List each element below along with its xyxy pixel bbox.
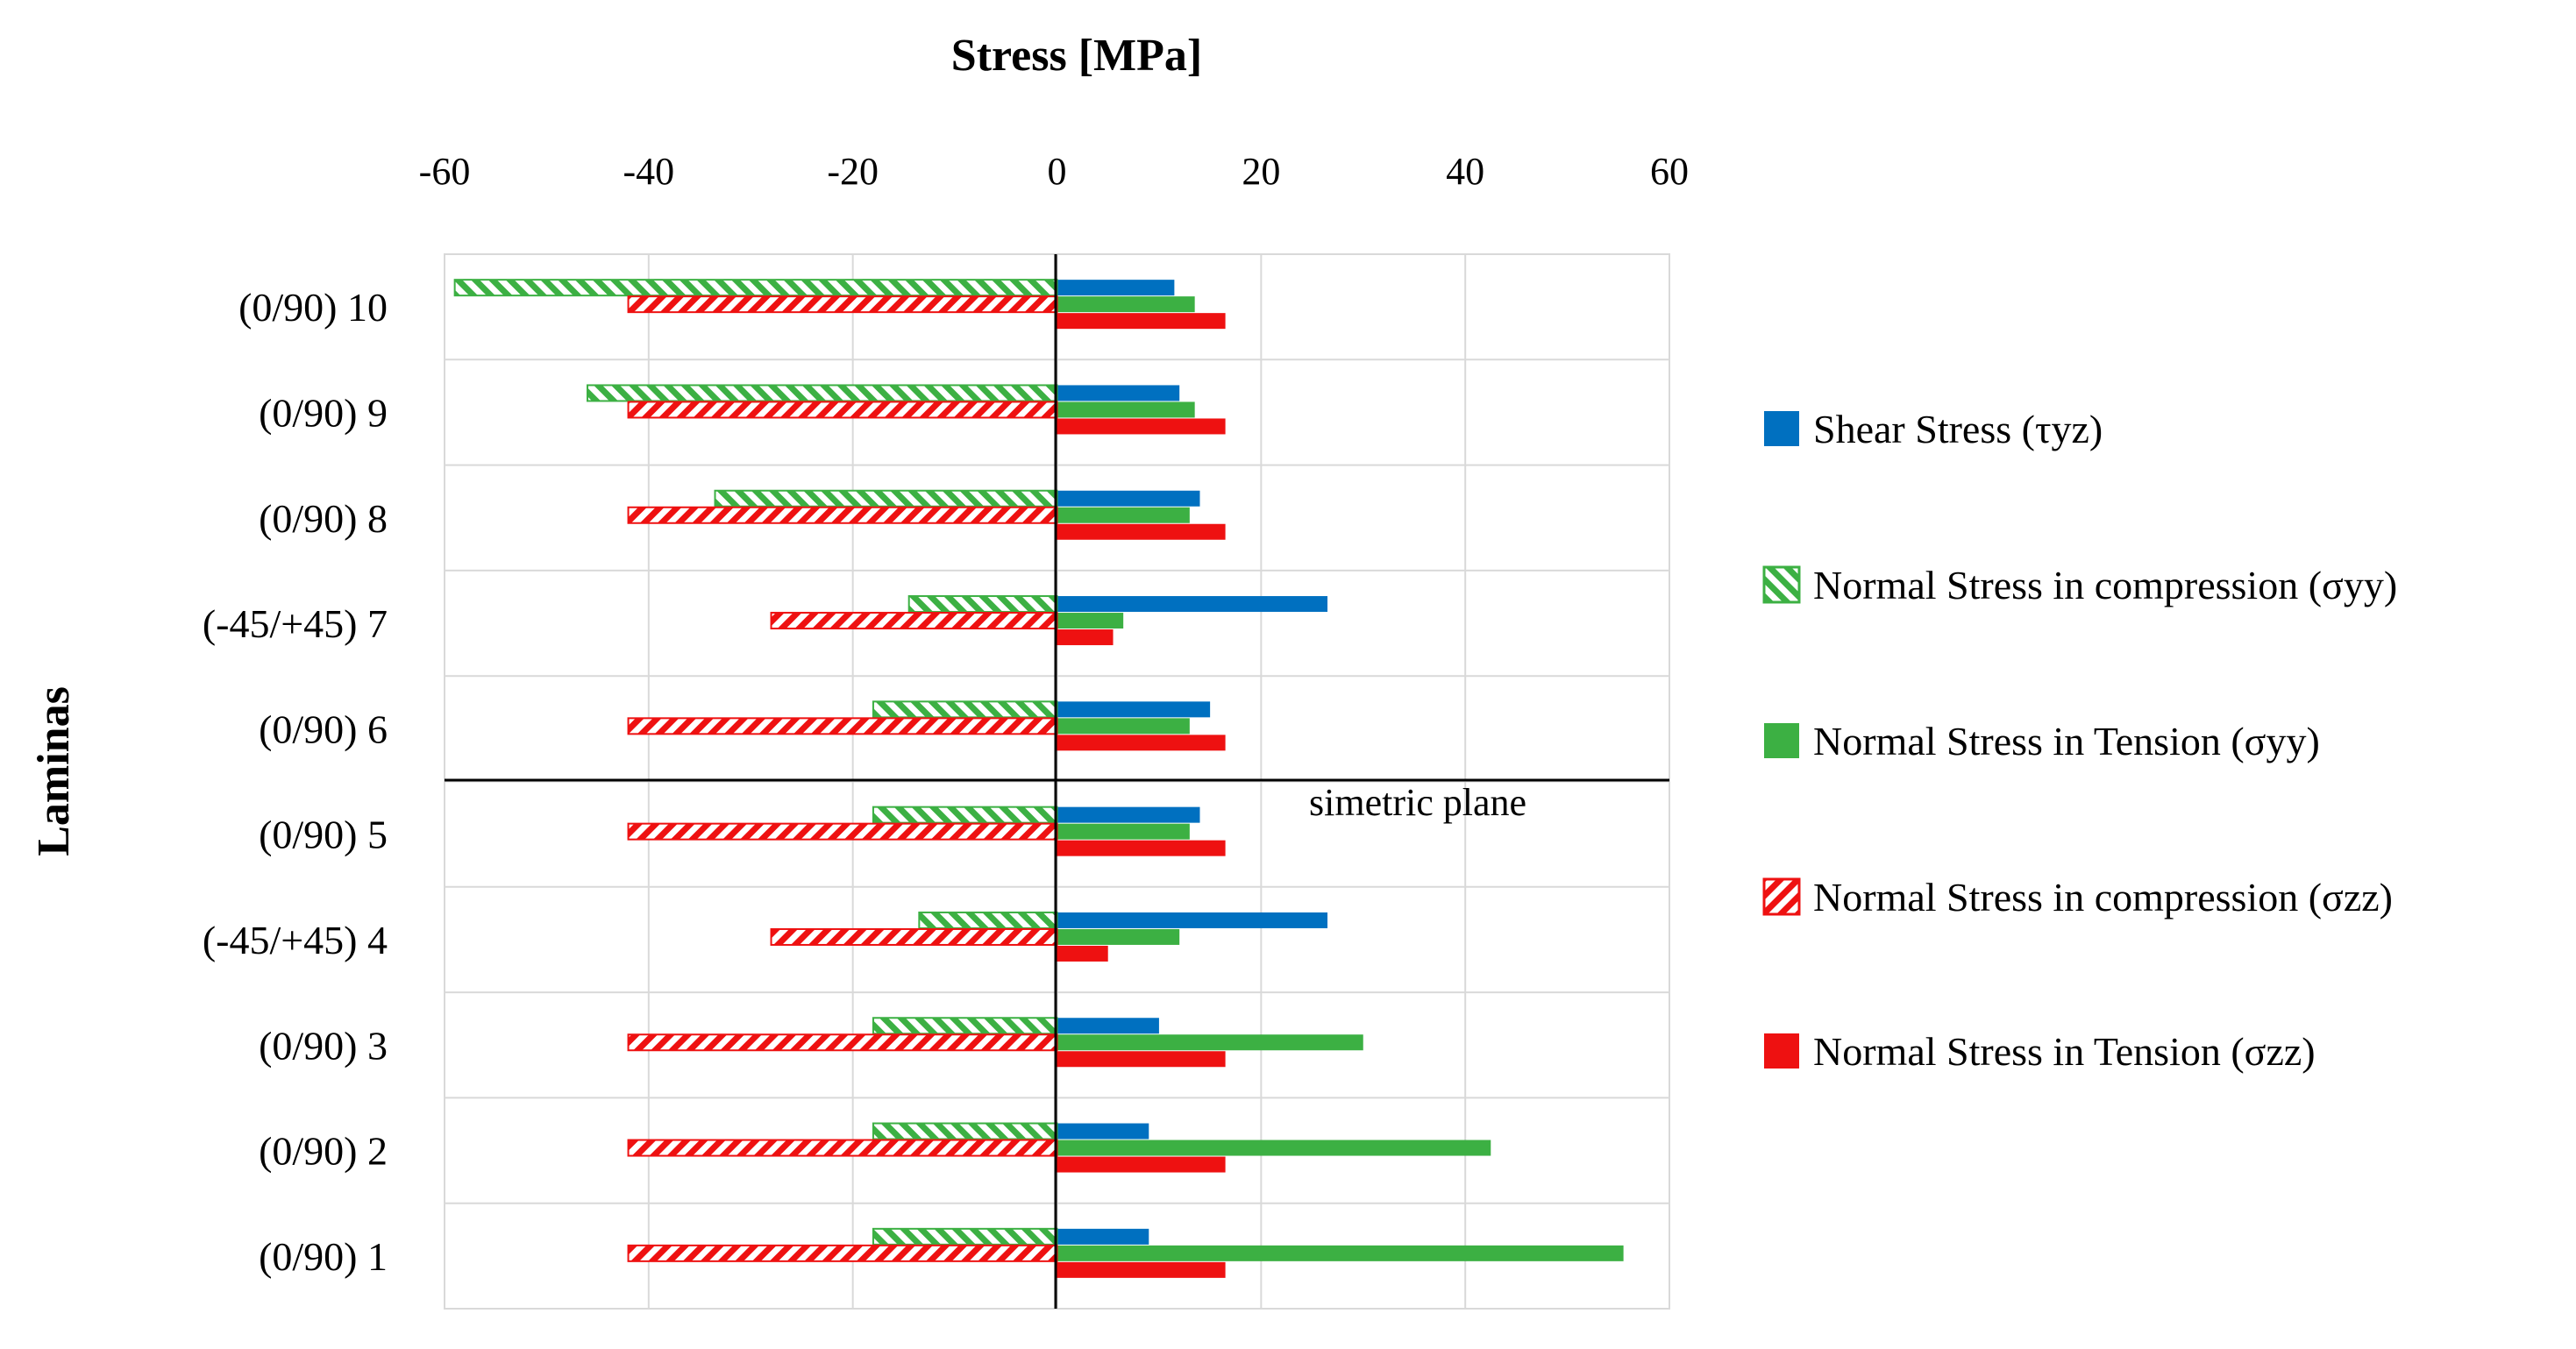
legend: Shear Stress (τyz) Normal Stress in compr… <box>1762 407 2397 1074</box>
bar-2-2 <box>586 384 1058 402</box>
chart-title: Stress [MPa] <box>951 31 1202 81</box>
bar-1-1 <box>1057 280 1175 296</box>
bar-2-4 <box>907 595 1058 614</box>
bar-2-6 <box>872 806 1058 824</box>
bar-1-3 <box>1057 490 1200 507</box>
bar-5-6 <box>1057 840 1226 856</box>
bar-5-9 <box>1057 1156 1226 1173</box>
bars <box>453 279 1624 1278</box>
bar-1-5 <box>1057 701 1211 718</box>
x-tick-label: -20 <box>827 150 879 193</box>
legend-swatch <box>1762 565 1801 604</box>
bar-5-1 <box>1057 313 1226 330</box>
bar-4-10 <box>627 1244 1058 1262</box>
legend-label: Shear Stress (τyz) <box>1813 407 2103 451</box>
bar-5-4 <box>1057 629 1114 646</box>
bar-1-8 <box>1057 1018 1159 1034</box>
bar-4-9 <box>627 1139 1058 1157</box>
bar-4-4 <box>770 612 1058 630</box>
x-tick-label: 40 <box>1446 150 1484 193</box>
bar-3-7 <box>1057 928 1180 945</box>
legend-swatch <box>1764 1033 1799 1069</box>
legend-label: Normal Stress in Tension (σzz) <box>1813 1029 2316 1074</box>
legend-label: Normal Stress in compression (σyy) <box>1813 563 2397 607</box>
category-label: (-45/+45) 4 <box>203 918 388 962</box>
x-tick-label: 60 <box>1650 150 1689 193</box>
bar-2-9 <box>872 1122 1058 1140</box>
bar-5-3 <box>1057 523 1226 540</box>
bar-1-10 <box>1057 1228 1149 1245</box>
category-label: (-45/+45) 7 <box>203 601 388 646</box>
bar-3-8 <box>1057 1034 1363 1051</box>
legend-label: Normal Stress in Tension (σyy) <box>1813 719 2320 763</box>
bar-5-8 <box>1057 1051 1226 1068</box>
category-label: (0/90) 8 <box>259 496 388 541</box>
legend-swatch <box>1762 877 1801 916</box>
bar-1-2 <box>1057 385 1180 401</box>
category-label: (0/90) 5 <box>259 813 388 857</box>
x-tick-label: 20 <box>1242 150 1280 193</box>
bar-5-7 <box>1057 945 1108 962</box>
category-label: (0/90) 9 <box>259 390 388 435</box>
x-tick-label: -40 <box>623 150 675 193</box>
bar-3-3 <box>1057 507 1190 523</box>
bar-2-1 <box>453 279 1058 297</box>
bar-2-10 <box>872 1227 1058 1246</box>
bar-3-9 <box>1057 1140 1491 1156</box>
bar-5-10 <box>1057 1261 1226 1278</box>
legend-swatch <box>1764 411 1799 446</box>
bar-3-6 <box>1057 823 1190 840</box>
bar-3-2 <box>1057 401 1195 418</box>
category-label: (0/90) 1 <box>259 1234 388 1279</box>
bar-2-5 <box>872 700 1058 719</box>
bar-3-1 <box>1057 296 1195 313</box>
legend-label: Normal Stress in compression (σzz) <box>1813 875 2393 919</box>
bar-5-5 <box>1057 735 1226 751</box>
bar-1-4 <box>1057 596 1328 613</box>
bar-3-10 <box>1057 1245 1624 1261</box>
x-axis-ticks: -60 -40 -20 0 20 40 60 <box>419 150 1689 193</box>
bar-4-1 <box>627 295 1058 314</box>
bar-3-4 <box>1057 613 1124 629</box>
bar-4-8 <box>627 1033 1058 1052</box>
bar-1-9 <box>1057 1123 1149 1140</box>
bar-2-7 <box>918 911 1058 929</box>
category-label: (0/90) 2 <box>259 1129 388 1174</box>
bar-2-8 <box>872 1017 1058 1035</box>
category-label: (0/90) 10 <box>238 285 388 330</box>
bar-4-5 <box>627 717 1058 735</box>
legend-swatch <box>1764 723 1799 758</box>
bar-4-3 <box>627 506 1058 524</box>
x-tick-label: -60 <box>419 150 471 193</box>
bar-3-5 <box>1057 718 1190 735</box>
bar-4-2 <box>627 401 1058 419</box>
bar-4-7 <box>770 927 1058 946</box>
bar-2-3 <box>714 489 1058 508</box>
bar-4-6 <box>627 822 1058 841</box>
category-label: (0/90) 3 <box>259 1023 388 1068</box>
bar-1-7 <box>1057 912 1328 928</box>
category-label: (0/90) 6 <box>259 706 388 751</box>
symmetric-plane-label: simetric plane <box>1309 781 1526 824</box>
y-axis-categories: (0/90) 10 (0/90) 9 (0/90) 8 (-45/+45) 7 (0/9… <box>203 285 388 1279</box>
x-tick-label: 0 <box>1048 150 1067 193</box>
y-axis-label: Laminas <box>29 686 79 856</box>
bar-5-2 <box>1057 418 1226 435</box>
bar-1-6 <box>1057 806 1200 823</box>
